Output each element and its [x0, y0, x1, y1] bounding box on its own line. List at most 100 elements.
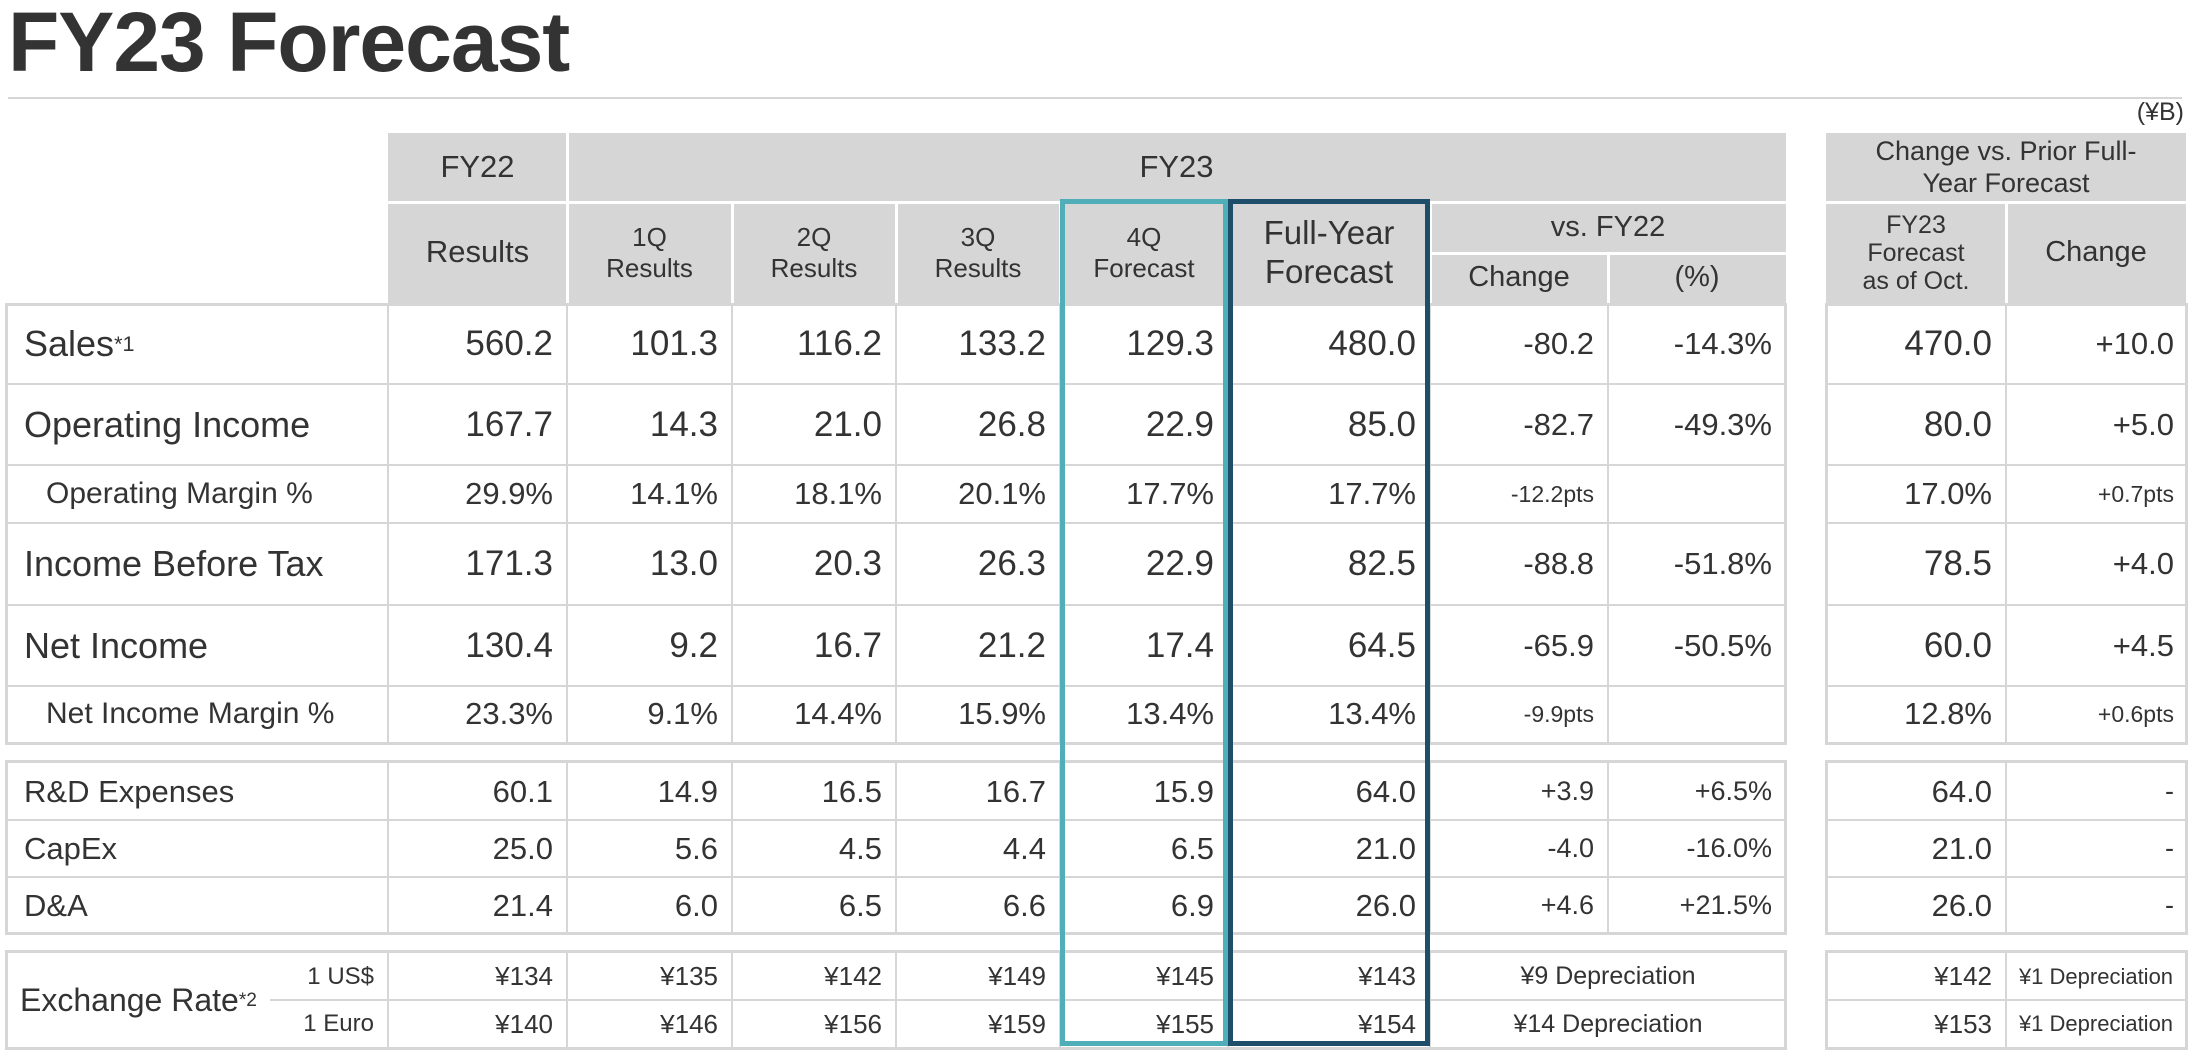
fx-cell-q2: ¥142 — [824, 961, 882, 991]
cell-q4: 129.3 — [1126, 323, 1214, 363]
fx-cell-fy: ¥154 — [1358, 1008, 1416, 1039]
row-label-text: Income Before Tax — [24, 543, 324, 584]
header-pct: (%) — [1608, 253, 1786, 303]
cell-fy: 13.4% — [1328, 696, 1416, 731]
cell-q3: 26.8 — [977, 404, 1046, 444]
grid-line — [895, 303, 897, 745]
cell-q3: 6.6 — [1002, 887, 1046, 923]
grid-line — [387, 303, 389, 745]
cell-chg2: +0.7pts — [2097, 480, 2174, 507]
fx-cell-chg: ¥14 Depreciation — [1513, 1009, 1703, 1038]
cell-pct: +6.5% — [1694, 776, 1772, 806]
header-sep — [731, 202, 734, 303]
fx-cell-oct: ¥153 — [1934, 1008, 1992, 1039]
cell-pct: -16.0% — [1686, 833, 1772, 863]
cell-pct — [1608, 686, 1786, 742]
cell-oct: 470.0 — [1904, 323, 1992, 363]
grid-line — [387, 760, 389, 935]
cell-q1: 9.1% — [647, 696, 718, 731]
cell-q1: 9.2 — [669, 625, 718, 665]
row-label-text: Operating Margin % — [46, 477, 313, 510]
header-full-year: Full-Year Forecast — [1228, 202, 1430, 303]
grid-line — [8, 685, 1786, 687]
cell-q2: 16.5 — [821, 773, 882, 809]
cell-q3: 4.4 — [1002, 830, 1046, 866]
cell-fy: 26.0 — [1355, 887, 1416, 923]
header-results: Results — [388, 202, 567, 303]
cell-chg: -12.2pts — [1510, 480, 1594, 507]
cell-fy22: 130.4 — [465, 625, 553, 665]
grid-line — [731, 760, 733, 935]
grid-line — [566, 760, 568, 935]
cell-oct: 12.8% — [1904, 696, 1992, 731]
grid-line — [731, 303, 733, 745]
cell-q2: 6.5 — [838, 887, 882, 923]
row-label: CapEx — [8, 820, 388, 877]
grid-line — [1826, 383, 2186, 385]
cell-chg2: - — [2165, 890, 2174, 920]
cell-q2: 116.2 — [797, 323, 882, 363]
row-label: Net Income Margin % — [8, 686, 388, 742]
grid-line — [2005, 760, 2007, 935]
fx-cell-q1: ¥146 — [660, 1008, 718, 1039]
grid-line — [1826, 604, 2186, 606]
cell-oct: 64.0 — [1931, 773, 1992, 809]
fx-cell-chg: ¥9 Depreciation — [1520, 962, 1696, 990]
header-sep — [1826, 201, 2186, 204]
row-label-text: Operating Income — [24, 403, 311, 445]
cell-fy22: 60.1 — [492, 773, 553, 809]
fx-label-text: Exchange Rate — [20, 982, 239, 1018]
fx-cell-q3: ¥159 — [988, 1008, 1046, 1039]
cell-chg2: +0.6pts — [2097, 700, 2174, 727]
cell-chg: -65.9 — [1523, 627, 1594, 663]
grid-line — [8, 604, 1786, 606]
cell-fy: 64.5 — [1347, 625, 1416, 665]
header-sep — [2005, 202, 2008, 303]
grid-line — [1429, 303, 1431, 745]
fx-cell-oct: ¥142 — [1934, 961, 1992, 991]
grid-line — [8, 819, 1786, 821]
header-sep — [566, 133, 569, 202]
grid-line — [1429, 760, 1431, 935]
cell-oct: 17.0% — [1904, 476, 1992, 511]
header-q1: 1Q Results — [567, 202, 732, 303]
cell-fy22: 25.0 — [492, 830, 553, 866]
cell-fy22: 171.3 — [465, 544, 553, 583]
fx-currency: 1 Euro — [303, 1010, 374, 1037]
grid-line — [1607, 760, 1609, 935]
cell-fy22: 21.4 — [492, 887, 553, 923]
cell-q2: 21.0 — [813, 404, 882, 444]
cell-q4: 13.4% — [1126, 696, 1214, 731]
fx-cell-q1: ¥135 — [660, 961, 718, 991]
fx-cell-chg2: ¥1 Depreciation — [2018, 963, 2174, 989]
cell-fy22: 167.7 — [465, 404, 553, 444]
header-sep — [388, 201, 567, 204]
cell-pct: -49.3% — [1673, 406, 1772, 442]
header-fy22: FY22 — [388, 133, 567, 202]
cell-q2: 14.4% — [794, 696, 882, 731]
grid-line — [8, 383, 1786, 385]
header-vs-fy22: vs. FY22 — [1430, 202, 1786, 253]
row-label: Operating Income — [8, 384, 388, 465]
cell-q4: 22.9 — [1145, 544, 1214, 583]
fx-label: Exchange Rate *2 — [8, 953, 268, 1048]
header-q4: 4Q Forecast — [1060, 202, 1228, 303]
header-q3: 3Q Results — [896, 202, 1060, 303]
cell-pct: -50.5% — [1673, 627, 1772, 663]
cell-chg2: - — [2165, 833, 2174, 863]
cell-q2: 16.7 — [813, 625, 882, 665]
header-change2: Change — [2006, 202, 2186, 303]
cell-chg: -9.9pts — [1523, 700, 1594, 727]
cell-q3: 133.2 — [958, 323, 1046, 363]
cell-chg2: +4.5 — [2112, 627, 2174, 663]
grid-line — [2005, 303, 2007, 745]
header-sep — [1607, 253, 1610, 303]
header-change-prior: Change vs. Prior Full-Year Forecast — [1826, 133, 2186, 202]
cell-fy22: 23.3% — [465, 696, 553, 731]
cell-pct: -14.3% — [1673, 325, 1772, 361]
fx-cell-fy22: ¥140 — [495, 1008, 553, 1039]
cell-chg2: +5.0 — [2112, 406, 2174, 442]
cell-oct: 80.0 — [1923, 404, 1992, 444]
cell-q4: 6.5 — [1170, 830, 1214, 866]
row-label-text: R&D Expenses — [24, 773, 235, 809]
